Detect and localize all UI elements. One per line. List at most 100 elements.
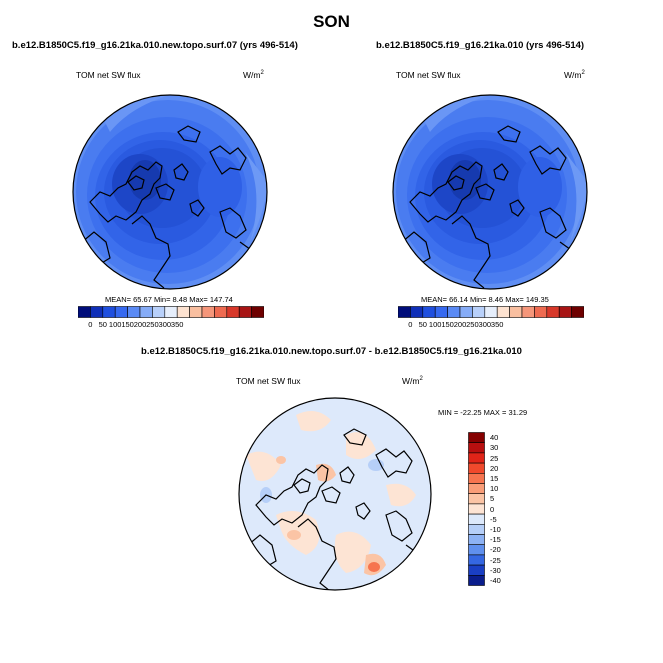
diff-panel-map (238, 397, 432, 591)
panel-1-variable-label: TOM net SW flux (76, 70, 141, 80)
panel-1-title: b.e12.B1850C5.f19_g16.21ka.010.new.topo.… (12, 40, 298, 51)
panel-1-colorbar-box (139, 306, 153, 318)
figure-title: SON (313, 12, 350, 31)
diff-panel-colorbar-tick-label: -40 (490, 575, 501, 585)
panel-1-colorbar-box (102, 306, 116, 318)
diff-panel-colorbar-box (468, 452, 485, 464)
diff-panel-colorbar-tick-label: -30 (490, 565, 501, 575)
diff-panel-colorbar-box (468, 534, 485, 545)
panel-2-colorbar-box (398, 306, 411, 318)
panel-2-colorbar-box (534, 306, 548, 318)
diff-panel-colorbar-tick-label: -10 (490, 524, 501, 534)
panel-1-colorbar-ticks: 0 50 100 150 200 250 300 350 (78, 320, 264, 330)
diff-panel-colorbar-tick-label: 40 (490, 433, 499, 443)
diff-panel-colorbar-box (468, 575, 485, 586)
panel-1-colorbar-box (127, 306, 141, 318)
panel-2-colorbar-tick-label: 150 (441, 320, 454, 329)
panel-2-colorbar-tick-label: 300 (478, 320, 492, 329)
panel-1-colorbar-tick-label: 0 (88, 320, 93, 329)
diff-panel-colorbar-tick-label: -20 (490, 545, 501, 555)
diff-panel-colorbar-boxes (468, 432, 485, 586)
diff-panel-units-label: W/m2 (402, 376, 423, 386)
panel-1-colorbar-box (251, 306, 264, 318)
panel-2-stats: MEAN= 66.14 Min= 8.46 Max= 149.35 (421, 295, 549, 304)
panel-1-colorbar (78, 306, 264, 318)
panel-1-colorbar-box (238, 306, 252, 318)
panel-2-colorbar-tick-label: 100 (428, 320, 442, 329)
panel-1-colorbar-box (114, 306, 128, 318)
panel-2-colorbar (398, 306, 584, 318)
panel-2-colorbar-tick-label: 0 (408, 320, 413, 329)
panel-2-colorbar-box (459, 306, 473, 318)
panel-2-colorbar-tick-label: 250 (466, 320, 479, 329)
diff-panel-colorbar-box (468, 544, 485, 556)
panel-1-colorbar-box (78, 306, 91, 318)
panel-2-colorbar-ticks: 0 50 100 150 200 250 300 350 (398, 320, 584, 330)
diff-panel-colorbar-tick-label: -5 (490, 514, 497, 524)
panel-2-colorbar-box (472, 306, 486, 318)
panel-2-colorbar-box (484, 306, 498, 318)
diff-panel-colorbar (468, 432, 485, 586)
diff-panel-colorbar-tick-label: 5 (490, 494, 495, 504)
panel-2-colorbar-box (509, 306, 523, 318)
diff-panel-colorbar-box (468, 493, 485, 505)
diff-panel-colorbar-box (468, 472, 485, 484)
diff-panel-colorbar-box (468, 442, 485, 454)
panel-2-colorbar-box (447, 306, 461, 318)
panel-2-flux-field (393, 95, 587, 289)
panel-1-colorbar-box (201, 306, 215, 318)
panel-2-colorbar-box (496, 306, 510, 318)
panel-2-colorbar-box (521, 306, 535, 318)
diff-panel-stats: MIN = -22.25 MAX = 31.29 (438, 408, 528, 417)
panel-2-units-label: W/m2 (564, 70, 585, 80)
panel-1-colorbar-box (152, 306, 166, 318)
diff-panel-difference-field (239, 398, 431, 590)
diff-panel-colorbar-tick-label: 25 (490, 453, 499, 463)
diff-panel-colorbar-tick-label: -25 (490, 555, 501, 565)
diff-panel-colorbar-tick-label: 10 (490, 484, 499, 494)
panel-2-colorbar-box (558, 306, 572, 318)
panel-1-colorbar-tick-label: 200 (133, 320, 147, 329)
diff-panel-colorbar-box (468, 503, 485, 515)
panel-2-variable-label: TOM net SW flux (396, 70, 461, 80)
panel-1-flux-field (73, 95, 267, 289)
panel-2-colorbar-boxes (398, 306, 584, 318)
panel-1-units-label: W/m2 (243, 70, 264, 80)
panel-1-colorbar-box (226, 306, 240, 318)
panel-1-colorbar-box (214, 306, 228, 318)
panel-2-map (392, 94, 588, 290)
panel-1-stats: MEAN= 65.67 Min= 8.48 Max= 147.74 (105, 295, 233, 304)
diff-panel-colorbar-tick-label: -15 (490, 535, 501, 545)
diff-panel-colorbar-box (468, 564, 485, 576)
panel-2-colorbar-tick-label: 50 (418, 320, 427, 329)
diff-panel-title: b.e12.B1850C5.f19_g16.21ka.010.new.topo.… (141, 346, 522, 357)
diff-panel-colorbar-box (468, 432, 485, 443)
panel-2-colorbar-box (410, 306, 424, 318)
diff-panel-colorbar-tick-label: 20 (490, 463, 499, 473)
diff-panel-colorbar-box (468, 462, 485, 474)
panel-1-colorbar-tick-label: 350 (170, 320, 184, 329)
panel-2-colorbar-box (546, 306, 560, 318)
diff-panel-colorbar-box (468, 483, 485, 494)
panel-2-colorbar-box (571, 306, 584, 318)
panel-1-colorbar-tick-label: 250 (146, 320, 159, 329)
panel-2-colorbar-tick-label: 200 (453, 320, 467, 329)
panel-1-coastlines (81, 125, 261, 289)
diff-panel-variable-label: TOM net SW flux (236, 376, 301, 386)
diff-panel-colorbar-box (468, 554, 485, 566)
panel-1-colorbar-box (90, 306, 104, 318)
panel-1-colorbar-tick-label: 300 (158, 320, 172, 329)
panel-1-colorbar-box (176, 306, 190, 318)
panel-1-colorbar-boxes (78, 306, 264, 318)
panel-1-colorbar-tick-label: 100 (108, 320, 122, 329)
diff-panel-colorbar-tick-label: 30 (490, 443, 499, 453)
panel-2-colorbar-box (434, 306, 448, 318)
diff-panel-colorbar-tick-label: 15 (490, 473, 499, 483)
panel-1-colorbar-box (164, 306, 178, 318)
panel-2-title: b.e12.B1850C5.f19_g16.21ka.010 (yrs 496-… (376, 40, 585, 51)
diff-panel-colorbar-box (468, 513, 485, 525)
panel-1-colorbar-box (189, 306, 203, 318)
panel-2-colorbar-box (422, 306, 436, 318)
diff-panel-colorbar-tick-label: 0 (490, 504, 495, 514)
panel-1-colorbar-tick-label: 50 (98, 320, 107, 329)
